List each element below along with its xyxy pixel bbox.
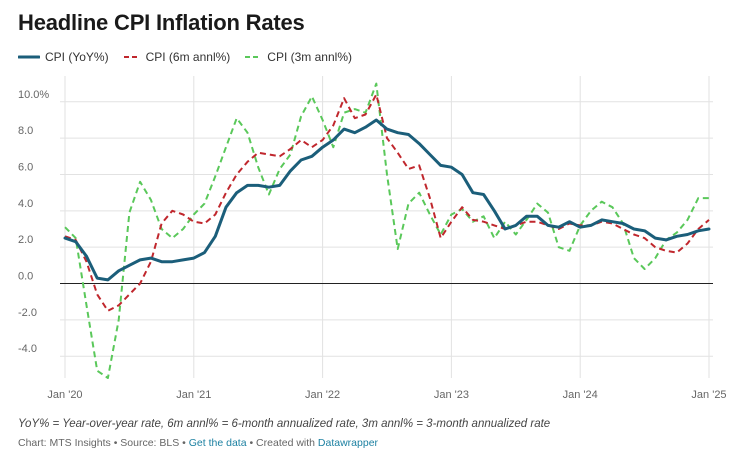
legend-swatch-3m: [245, 56, 262, 58]
legend: CPI (YoY%) CPI (6m annl%) CPI (3m annl%): [18, 50, 352, 64]
y-tick-label: 8.0: [18, 125, 33, 137]
legend-item-3m: CPI (3m annl%): [244, 50, 352, 64]
series-line-yoy: [63, 118, 711, 282]
footer-created: • Created with: [246, 437, 318, 449]
series-line-m3: [64, 82, 709, 379]
legend-item-6m: CPI (6m annl%): [123, 50, 231, 64]
y-tick-label: 10.0%: [18, 89, 49, 101]
datawrapper-link[interactable]: Datawrapper: [317, 437, 379, 449]
y-tick-label: 2.0: [18, 234, 33, 246]
x-tick-label: Jan '24: [563, 389, 598, 401]
y-tick-label: -2.0: [18, 307, 37, 319]
x-tick-label: Jan '20: [47, 389, 82, 401]
legend-label-6m: CPI (6m annl%): [145, 50, 231, 64]
legend-swatch-6m: [123, 56, 140, 58]
footer-credit: Chart: MTS Insights • Source: BLS •: [18, 437, 189, 449]
x-tick-label: Jan '21: [176, 389, 211, 401]
y-tick-label: 4.0: [18, 198, 33, 210]
chart-footer: Chart: MTS Insights • Source: BLS • Get …: [18, 437, 378, 449]
legend-swatch-yoy: [18, 55, 40, 59]
legend-item-yoy: CPI (YoY%): [18, 50, 109, 64]
legend-label-yoy: CPI (YoY%): [45, 50, 109, 64]
legend-label-3m: CPI (3m annl%): [267, 50, 352, 64]
x-tick-label: Jan '25: [691, 389, 726, 401]
y-tick-label: 0.0: [18, 271, 33, 283]
x-tick-label: Jan '22: [305, 389, 340, 401]
chart-title: Headline CPI Inflation Rates: [18, 10, 305, 35]
x-tick-label: Jan '23: [434, 389, 469, 401]
series-line-m6: [64, 93, 710, 312]
chart-footnote: YoY% = Year-over-year rate, 6m annl% = 6…: [18, 418, 551, 430]
y-tick-label: -4.0: [18, 343, 37, 355]
get-data-link[interactable]: Get the data: [188, 437, 247, 449]
y-tick-label: 6.0: [18, 161, 33, 173]
